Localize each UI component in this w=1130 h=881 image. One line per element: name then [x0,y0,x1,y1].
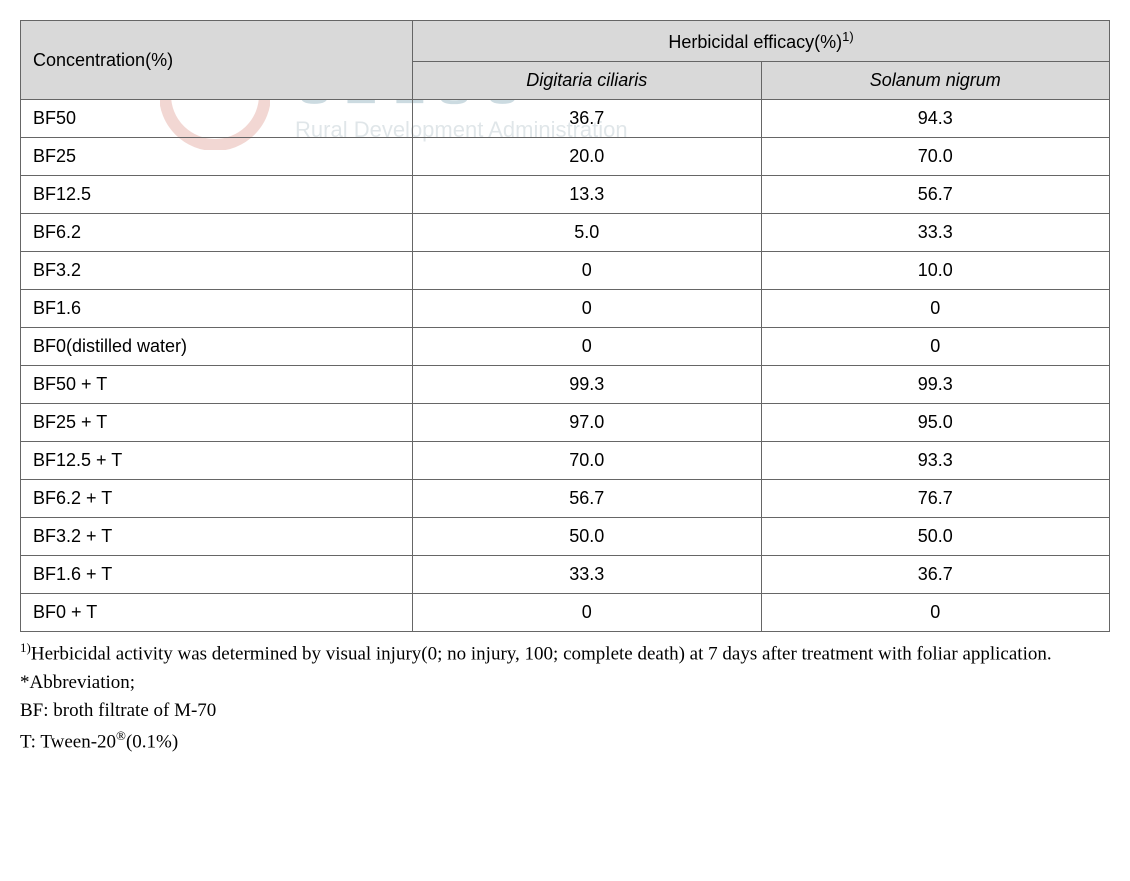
footnote-1: 1)Herbicidal activity was determined by … [20,638,1110,669]
cell-digitaria: 5.0 [413,214,761,252]
cell-digitaria: 0 [413,290,761,328]
cell-concentration: BF3.2 + T [21,518,413,556]
cell-digitaria: 97.0 [413,404,761,442]
table-row: BF25 + T97.095.0 [21,404,1110,442]
cell-digitaria: 0 [413,328,761,366]
cell-digitaria: 70.0 [413,442,761,480]
table-row: BF5036.794.3 [21,100,1110,138]
cell-concentration: BF50 + T [21,366,413,404]
cell-solanum: 95.0 [761,404,1110,442]
header-concentration: Concentration(%) [21,21,413,100]
cell-concentration: BF12.5 [21,176,413,214]
table-header-row-1: Concentration(%) Herbicidal efficacy(%)1… [21,21,1110,62]
cell-concentration: BF6.2 [21,214,413,252]
cell-solanum: 36.7 [761,556,1110,594]
cell-concentration: BF6.2 + T [21,480,413,518]
cell-digitaria: 0 [413,594,761,632]
cell-digitaria: 36.7 [413,100,761,138]
footnote-bf: BF: broth filtrate of M-70 [20,697,1110,726]
footnote-t-sup: ® [116,728,126,743]
header-efficacy-text: Herbicidal efficacy(%) [668,32,842,52]
table-row: BF3.2010.0 [21,252,1110,290]
cell-solanum: 99.3 [761,366,1110,404]
table-row: BF0 + T00 [21,594,1110,632]
cell-concentration: BF25 + T [21,404,413,442]
header-col2: Solanum nigrum [761,62,1110,100]
table-row: BF3.2 + T50.050.0 [21,518,1110,556]
cell-digitaria: 99.3 [413,366,761,404]
cell-solanum: 56.7 [761,176,1110,214]
footnote-abbrev: *Abbreviation; [20,669,1110,698]
cell-digitaria: 13.3 [413,176,761,214]
footnote-t: T: Tween-20®(0.1%) [20,726,1110,757]
cell-digitaria: 50.0 [413,518,761,556]
footnote-t-pre: T: Tween-20 [20,731,116,752]
cell-concentration: BF25 [21,138,413,176]
header-col1: Digitaria ciliaris [413,62,761,100]
cell-digitaria: 56.7 [413,480,761,518]
table-row: BF0(distilled water)00 [21,328,1110,366]
cell-concentration: BF12.5 + T [21,442,413,480]
header-efficacy-sup: 1) [842,29,854,44]
table-row: BF1.6 + T33.336.7 [21,556,1110,594]
cell-digitaria: 0 [413,252,761,290]
footnote-t-post: (0.1%) [126,731,178,752]
cell-solanum: 94.3 [761,100,1110,138]
table-row: BF1.600 [21,290,1110,328]
cell-solanum: 0 [761,328,1110,366]
header-efficacy: Herbicidal efficacy(%)1) [413,21,1110,62]
cell-concentration: BF3.2 [21,252,413,290]
table-row: BF12.5 + T70.093.3 [21,442,1110,480]
cell-concentration: BF0(distilled water) [21,328,413,366]
cell-solanum: 10.0 [761,252,1110,290]
cell-concentration: BF50 [21,100,413,138]
cell-digitaria: 20.0 [413,138,761,176]
cell-solanum: 70.0 [761,138,1110,176]
cell-concentration: BF1.6 [21,290,413,328]
table-row: BF50 + T99.399.3 [21,366,1110,404]
cell-solanum: 93.3 [761,442,1110,480]
cell-solanum: 76.7 [761,480,1110,518]
cell-solanum: 0 [761,594,1110,632]
efficacy-table: Concentration(%) Herbicidal efficacy(%)1… [20,20,1110,632]
table-row: BF2520.070.0 [21,138,1110,176]
cell-digitaria: 33.3 [413,556,761,594]
footnotes: 1)Herbicidal activity was determined by … [20,638,1110,757]
table-row: BF6.25.033.3 [21,214,1110,252]
cell-solanum: 50.0 [761,518,1110,556]
cell-solanum: 0 [761,290,1110,328]
cell-concentration: BF1.6 + T [21,556,413,594]
table-row: BF12.513.356.7 [21,176,1110,214]
table-body: BF5036.794.3BF2520.070.0BF12.513.356.7BF… [21,100,1110,632]
cell-solanum: 33.3 [761,214,1110,252]
footnote-1-text: Herbicidal activity was determined by vi… [31,643,1052,664]
table-row: BF6.2 + T56.776.7 [21,480,1110,518]
cell-concentration: BF0 + T [21,594,413,632]
footnote-1-sup: 1) [20,640,31,655]
